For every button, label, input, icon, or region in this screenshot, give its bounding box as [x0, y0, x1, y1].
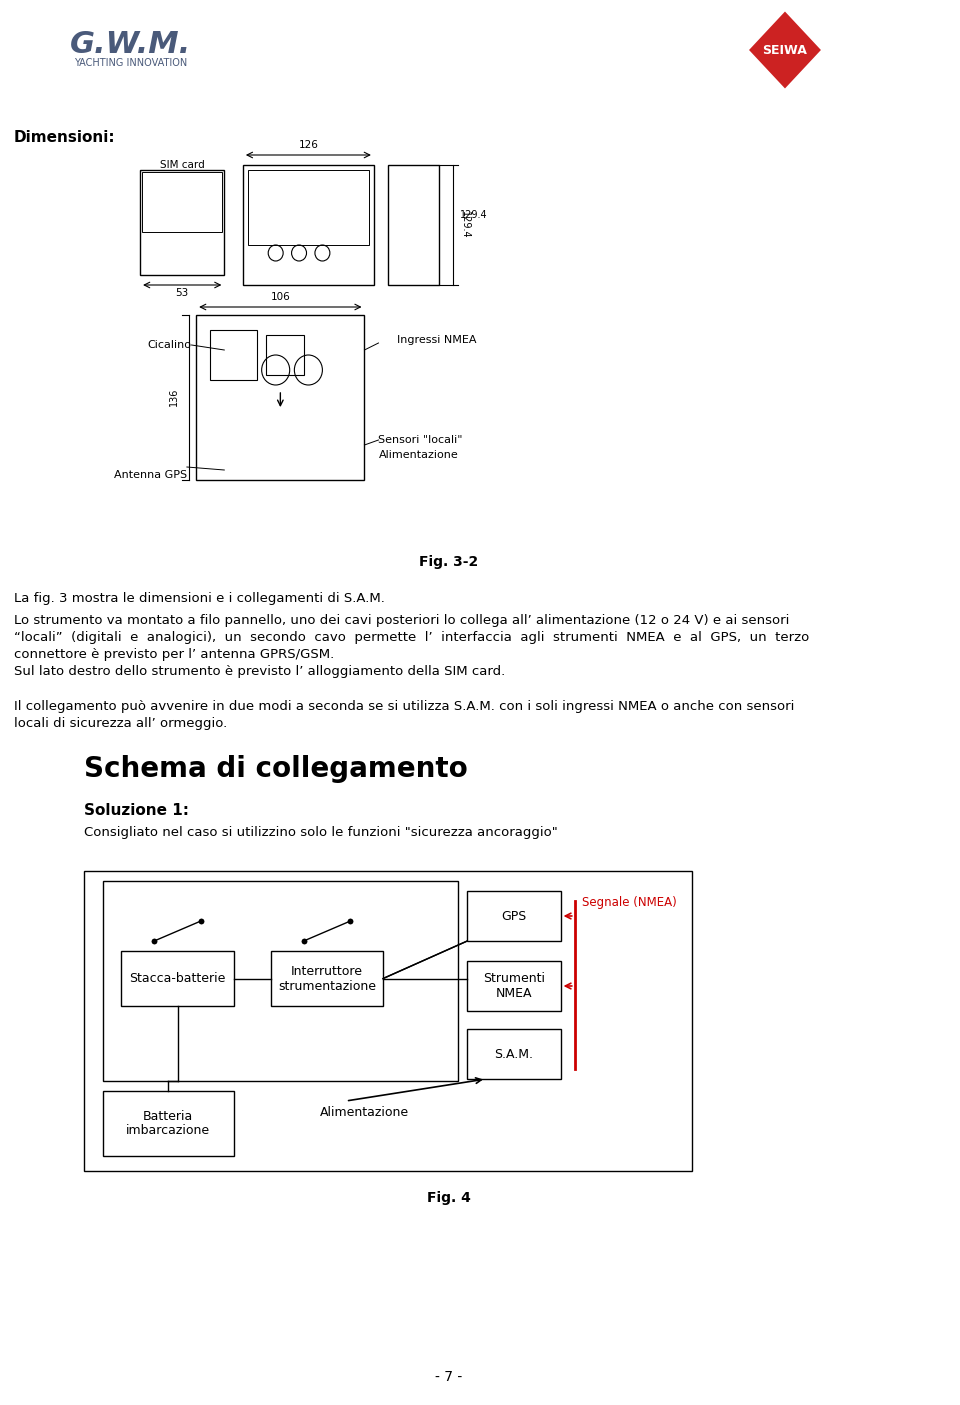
Bar — [84, 871, 691, 1170]
Text: “locali”  (digitali  e  analogici),  un  secondo  cavo  permette  l’  interfacci: “locali” (digitali e analogici), un seco… — [14, 631, 809, 643]
Bar — [468, 891, 561, 941]
Bar — [122, 951, 233, 1006]
Text: G.W.M.: G.W.M. — [70, 30, 191, 59]
Text: S.A.M.: S.A.M. — [494, 1048, 534, 1061]
Text: 106: 106 — [271, 292, 290, 302]
Bar — [103, 1092, 233, 1156]
Text: SIM card: SIM card — [160, 160, 204, 170]
Text: Cicalino: Cicalino — [148, 340, 192, 350]
Text: Soluzione 1:: Soluzione 1: — [84, 804, 189, 818]
Text: connettore è previsto per l’ antenna GPRS/GSM.: connettore è previsto per l’ antenna GPR… — [14, 648, 334, 660]
Bar — [196, 315, 365, 481]
Text: Antenna GPS: Antenna GPS — [114, 471, 187, 481]
Text: 129.4: 129.4 — [460, 211, 469, 239]
Bar — [142, 171, 223, 232]
Text: Segnale (NMEA): Segnale (NMEA) — [582, 896, 677, 909]
Text: 126: 126 — [299, 140, 319, 150]
Text: 129.4: 129.4 — [460, 209, 488, 221]
Text: 136: 136 — [169, 388, 180, 406]
Text: Stacca-batterie: Stacca-batterie — [130, 972, 226, 985]
Text: Sensori "locali": Sensori "locali" — [378, 436, 463, 445]
Text: Lo strumento va montato a filo pannello, uno dei cavi posteriori lo collega all’: Lo strumento va montato a filo pannello,… — [14, 614, 789, 627]
Text: Alimentazione: Alimentazione — [320, 1106, 409, 1118]
Text: Fig. 3-2: Fig. 3-2 — [419, 555, 478, 569]
Text: Dimensioni:: Dimensioni: — [14, 131, 115, 145]
Text: Strumenti
NMEA: Strumenti NMEA — [483, 972, 545, 1000]
Text: Consigliato nel caso si utilizzino solo le funzioni "sicurezza ancoraggio": Consigliato nel caso si utilizzino solo … — [84, 826, 558, 839]
Text: Interruttore
strumentazione: Interruttore strumentazione — [278, 964, 376, 992]
Text: YACHTING INNOVATION: YACHTING INNOVATION — [74, 58, 187, 67]
Bar — [140, 170, 225, 275]
Bar — [266, 334, 303, 375]
Bar — [210, 330, 257, 379]
Text: Batteria
imbarcazione: Batteria imbarcazione — [126, 1110, 210, 1138]
Text: - 7 -: - 7 - — [435, 1370, 462, 1384]
Text: Alimentazione: Alimentazione — [378, 450, 458, 459]
Text: SEIWA: SEIWA — [762, 44, 807, 56]
Text: 53: 53 — [176, 288, 189, 298]
Bar — [388, 164, 440, 285]
Bar — [243, 164, 373, 285]
Text: Fig. 4: Fig. 4 — [426, 1191, 470, 1205]
Bar — [103, 881, 458, 1080]
Bar — [271, 951, 383, 1006]
Text: GPS: GPS — [501, 909, 527, 923]
Text: locali di sicurezza all’ ormeggio.: locali di sicurezza all’ ormeggio. — [14, 717, 228, 731]
Text: Schema di collegamento: Schema di collegamento — [84, 754, 468, 783]
Text: Ingressi NMEA: Ingressi NMEA — [397, 334, 477, 346]
Bar — [468, 961, 561, 1012]
Text: La fig. 3 mostra le dimensioni e i collegamenti di S.A.M.: La fig. 3 mostra le dimensioni e i colle… — [14, 592, 385, 606]
Polygon shape — [748, 10, 823, 90]
Text: Il collegamento può avvenire in due modi a seconda se si utilizza S.A.M. con i s: Il collegamento può avvenire in due modi… — [14, 700, 794, 712]
Bar — [248, 170, 370, 244]
Text: Sul lato destro dello strumento è previsto l’ alloggiamento della SIM card.: Sul lato destro dello strumento è previs… — [14, 665, 505, 679]
Bar — [468, 1028, 561, 1079]
